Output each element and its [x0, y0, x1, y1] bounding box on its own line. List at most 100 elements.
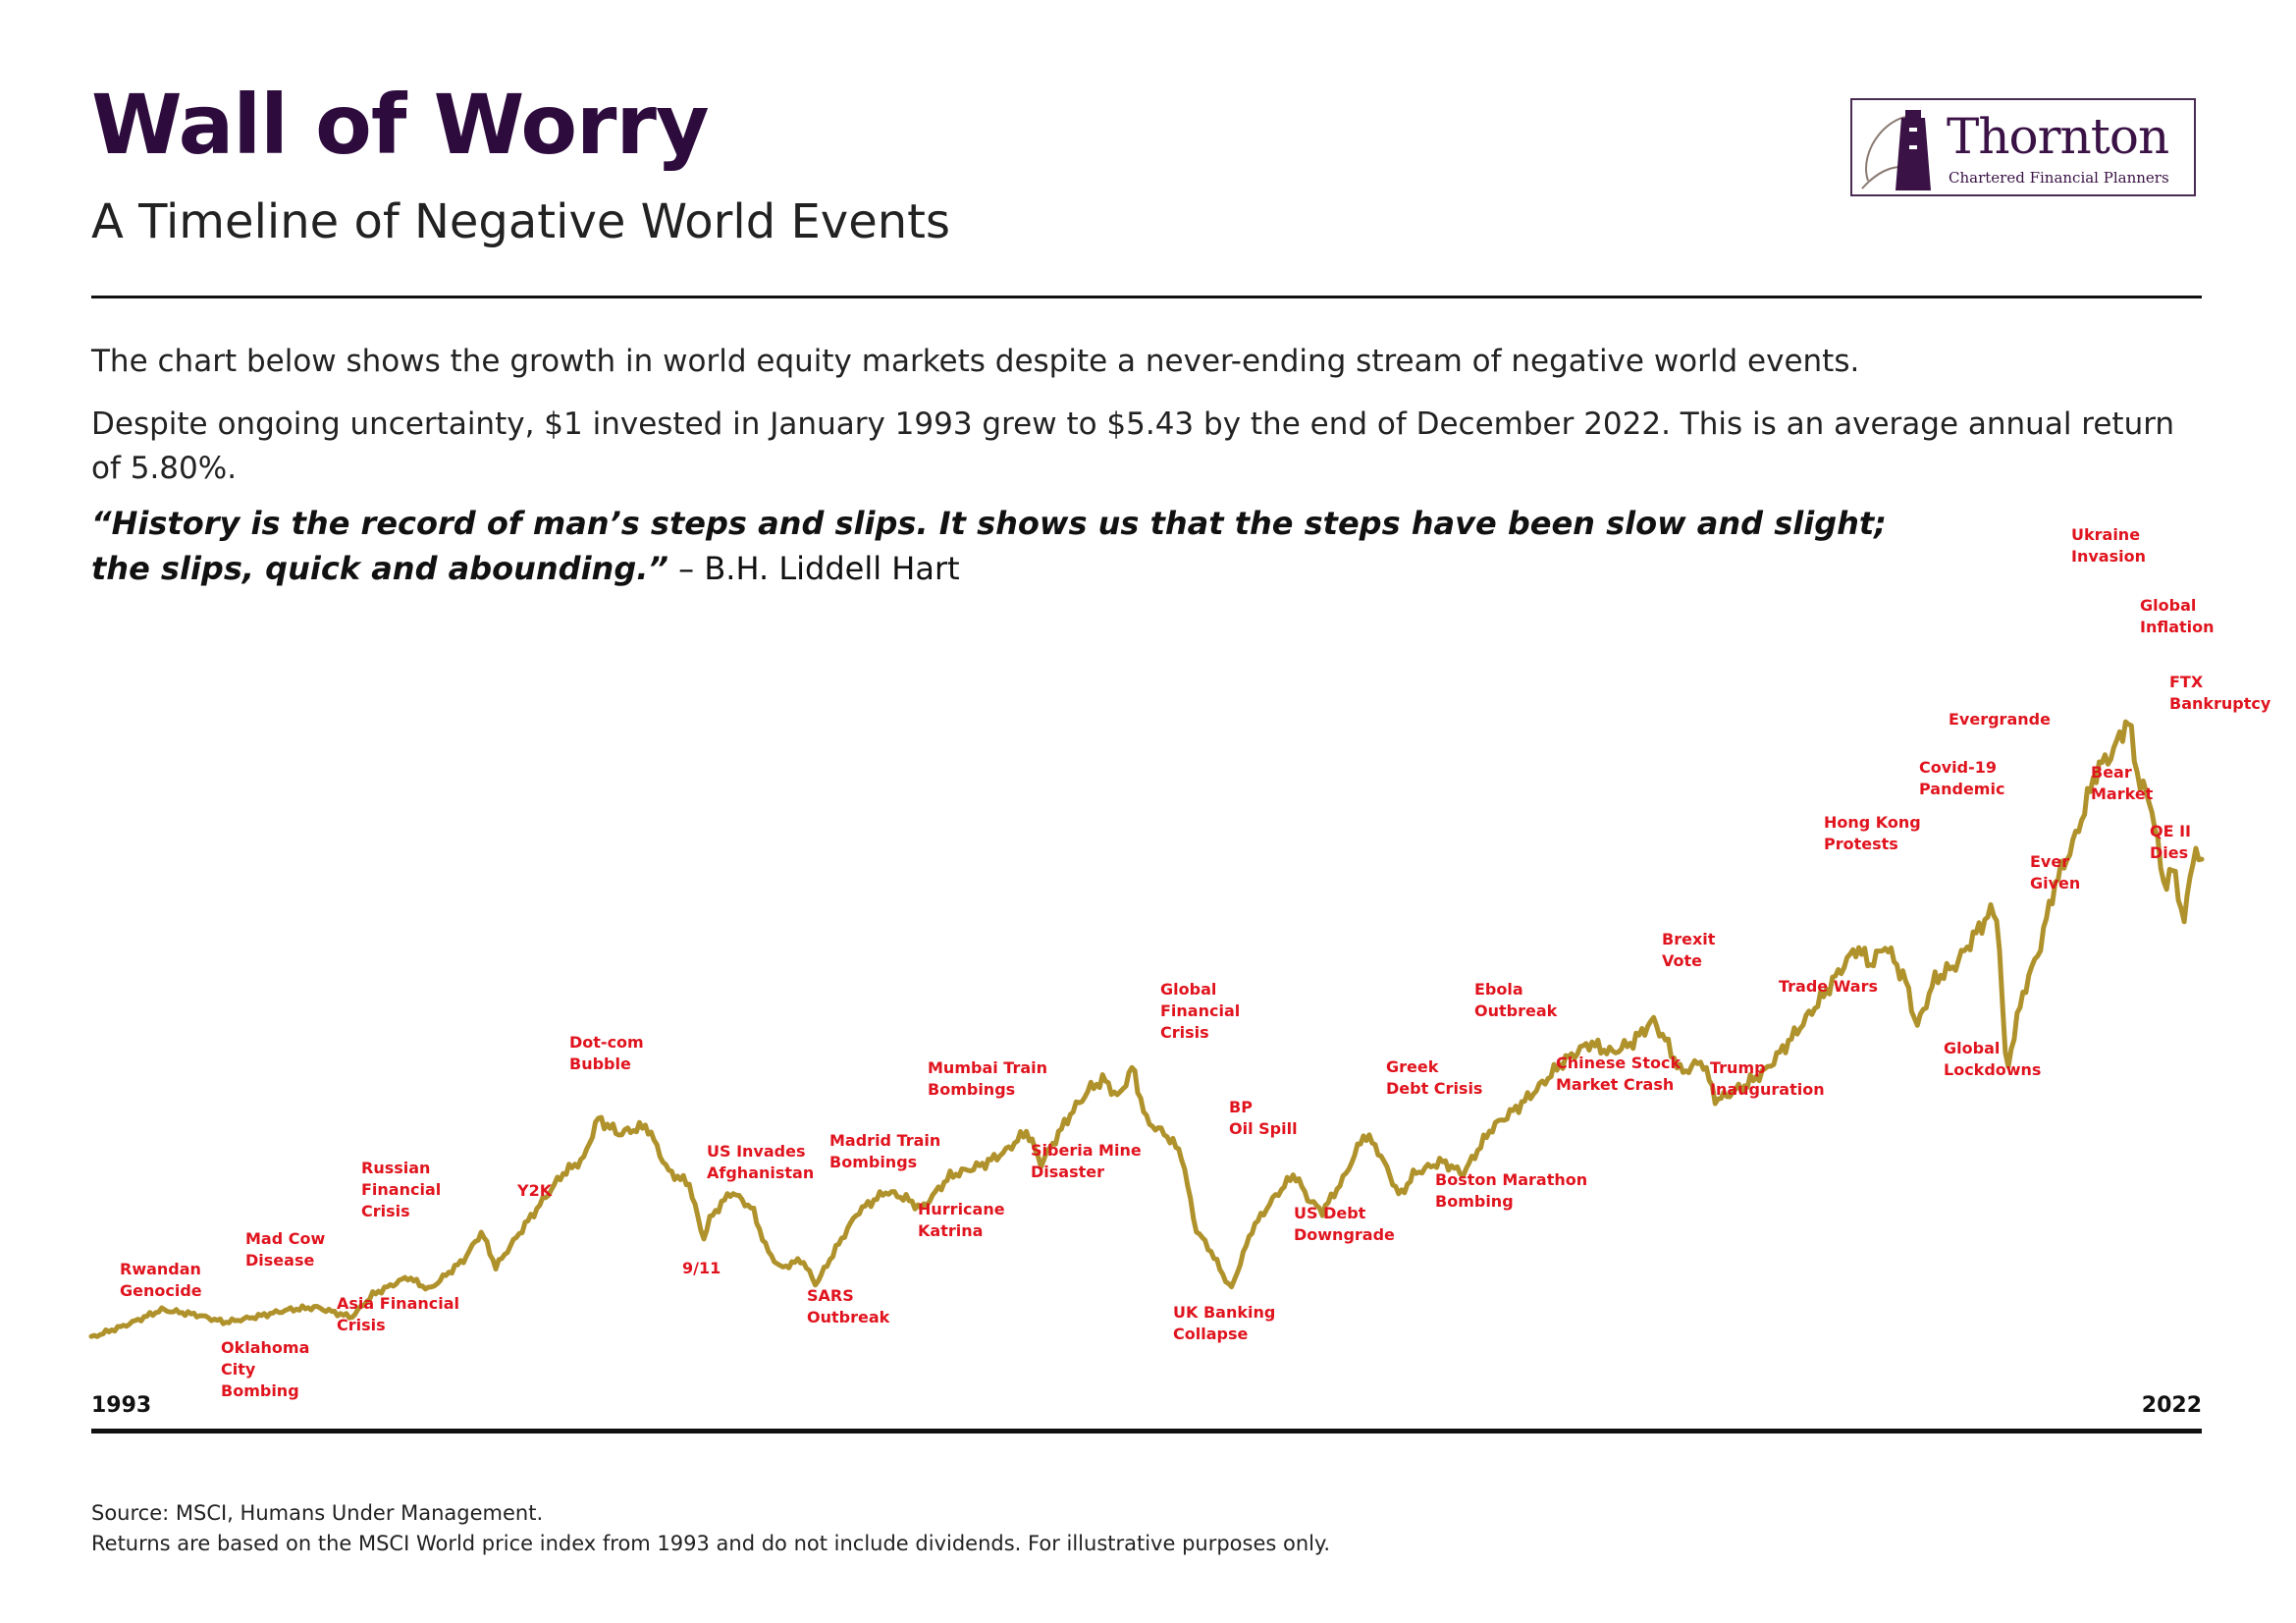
- event-label-line: Evergrande: [1949, 710, 2051, 729]
- event-label-line: Given: [2030, 874, 2080, 893]
- event-label: Russian Financial Crisis: [361, 1159, 441, 1220]
- event-label-line: Vote: [1662, 951, 1702, 970]
- quote-author: – B.H. Liddell Hart: [668, 550, 960, 587]
- event-label-line: Disaster: [1031, 1163, 1104, 1181]
- event-label-line: Pandemic: [1919, 780, 2004, 798]
- event-label: US Invades Afghanistan: [707, 1142, 814, 1182]
- event-label: Rwandan Genocide: [120, 1260, 202, 1300]
- event-label-line: Disease: [245, 1251, 314, 1270]
- event-label: Ebola Outbreak: [1474, 980, 1558, 1020]
- event-label: SARS Outbreak: [807, 1286, 890, 1326]
- intro-paragraph-1: The chart below shows the growth in worl…: [91, 344, 1860, 379]
- event-label-line: Trade Wars: [1779, 977, 1878, 996]
- event-label: Mumbai Train Bombings: [928, 1058, 1047, 1099]
- event-label: 9/11: [682, 1259, 721, 1277]
- event-label-line: Bombings: [829, 1153, 917, 1171]
- event-label: UK Banking Collapse: [1173, 1303, 1275, 1343]
- event-label: QE II Dies: [2150, 822, 2191, 862]
- quote: “History is the record of man’s steps an…: [91, 501, 1907, 591]
- event-label-line: Chinese Stock: [1556, 1054, 1681, 1072]
- event-label-line: Hong Kong: [1824, 813, 1921, 832]
- event-label-line: Siberia Mine: [1031, 1141, 1142, 1160]
- x-axis-start-label: 1993: [91, 1393, 151, 1418]
- x-axis-line: [91, 1429, 2202, 1434]
- event-label-line: Outbreak: [1474, 1001, 1558, 1020]
- event-label: Bear Market: [2091, 763, 2154, 803]
- event-label: Boston Marathon Bombing: [1435, 1170, 1587, 1211]
- event-label-line: Inflation: [2140, 618, 2215, 636]
- event-label-line: Bankruptcy: [2169, 694, 2271, 713]
- company-logo: Thornton Chartered Financial Planners: [1850, 98, 2196, 196]
- event-label: Mad Cow Disease: [245, 1229, 325, 1270]
- event-label-line: Afghanistan: [707, 1163, 814, 1182]
- event-label: FTX Bankruptcy: [2169, 673, 2271, 713]
- event-label-line: Russian: [361, 1159, 430, 1177]
- logo-tagline: Chartered Financial Planners: [1949, 169, 2169, 187]
- event-label-line: Katrina: [918, 1221, 983, 1240]
- event-label-line: UK Banking: [1173, 1303, 1275, 1322]
- event-label-line: Bombing: [1435, 1192, 1514, 1211]
- event-label: Oklahoma City Bombing: [221, 1338, 309, 1400]
- event-label-line: Crisis: [337, 1316, 386, 1334]
- series-line: [88, 719, 2205, 1339]
- event-label-line: Oil Spill: [1229, 1119, 1298, 1138]
- event-label-line: Greek: [1386, 1057, 1439, 1076]
- event-label: Trade Wars: [1779, 977, 1878, 996]
- event-label-line: Hurricane: [918, 1200, 1005, 1218]
- event-label: Global Lockdowns: [1944, 1039, 2041, 1079]
- event-label-line: Downgrade: [1294, 1225, 1395, 1244]
- event-label-line: Global: [2140, 596, 2196, 615]
- event-label-line: Financial: [1160, 1001, 1240, 1020]
- event-label-line: Rwandan: [120, 1260, 201, 1278]
- source-note: Source: MSCI, Humans Under Management. Re…: [91, 1498, 1330, 1559]
- event-label: Evergrande: [1949, 710, 2051, 729]
- event-label: Hurricane Katrina: [918, 1200, 1005, 1240]
- event-label-line: Outbreak: [807, 1308, 890, 1326]
- event-label-line: Market Crash: [1556, 1075, 1674, 1094]
- event-label: Chinese Stock Market Crash: [1556, 1054, 1681, 1094]
- event-label: Brexit Vote: [1662, 930, 1716, 970]
- event-label-line: Inauguration: [1710, 1080, 1825, 1099]
- intro-paragraph-2: Despite ongoing uncertainty, $1 invested…: [91, 406, 2175, 486]
- event-label: US Debt Downgrade: [1294, 1204, 1395, 1244]
- page-subtitle: A Timeline of Negative World Events: [91, 194, 950, 249]
- event-label-line: Bear: [2091, 763, 2132, 782]
- event-label: Greek Debt Crisis: [1386, 1057, 1482, 1098]
- event-label-line: Madrid Train: [829, 1131, 940, 1150]
- event-label-line: Invasion: [2071, 547, 2146, 566]
- event-label-line: SARS: [807, 1286, 854, 1305]
- disclaimer-line: Returns are based on the MSCI World pric…: [91, 1532, 1331, 1555]
- event-label-line: Ever: [2030, 852, 2069, 871]
- event-label-line: Global: [1160, 980, 1216, 999]
- event-label-line: Market: [2091, 784, 2154, 803]
- event-label-line: Financial: [361, 1180, 441, 1199]
- event-label-line: Mad Cow: [245, 1229, 325, 1248]
- event-label: Hong Kong Protests: [1824, 813, 1921, 853]
- event-label-line: US Invades: [707, 1142, 805, 1161]
- event-label-line: City: [221, 1360, 256, 1379]
- event-label-line: Dies: [2150, 843, 2188, 862]
- event-label: BP Oil Spill: [1229, 1098, 1298, 1138]
- event-label-line: Covid-19: [1919, 758, 1997, 777]
- event-label-line: US Debt: [1294, 1204, 1366, 1222]
- event-label-line: Genocide: [120, 1281, 202, 1300]
- event-label-line: Mumbai Train: [928, 1058, 1047, 1077]
- event-label-line: Oklahoma: [221, 1338, 309, 1357]
- event-label-line: Bombing: [221, 1381, 299, 1400]
- event-label: Ever Given: [2030, 852, 2080, 893]
- event-label-line: Bubble: [569, 1055, 631, 1073]
- event-label-line: Trump: [1710, 1058, 1766, 1077]
- event-label: Global Financial Crisis: [1160, 980, 1240, 1042]
- header-divider: [91, 296, 2202, 298]
- event-label-line: Y2K: [516, 1181, 553, 1200]
- event-label: Ukraine Invasion: [2071, 525, 2146, 566]
- event-label-line: BP: [1229, 1098, 1253, 1116]
- event-label-line: Global: [1944, 1039, 2000, 1057]
- event-label-line: Ukraine: [2071, 525, 2140, 544]
- event-label-line: Collapse: [1173, 1325, 1248, 1343]
- event-label-line: Debt Crisis: [1386, 1079, 1482, 1098]
- event-label-line: Ebola: [1474, 980, 1523, 999]
- event-label: Siberia Mine Disaster: [1031, 1141, 1142, 1181]
- event-label-line: Crisis: [1160, 1023, 1209, 1042]
